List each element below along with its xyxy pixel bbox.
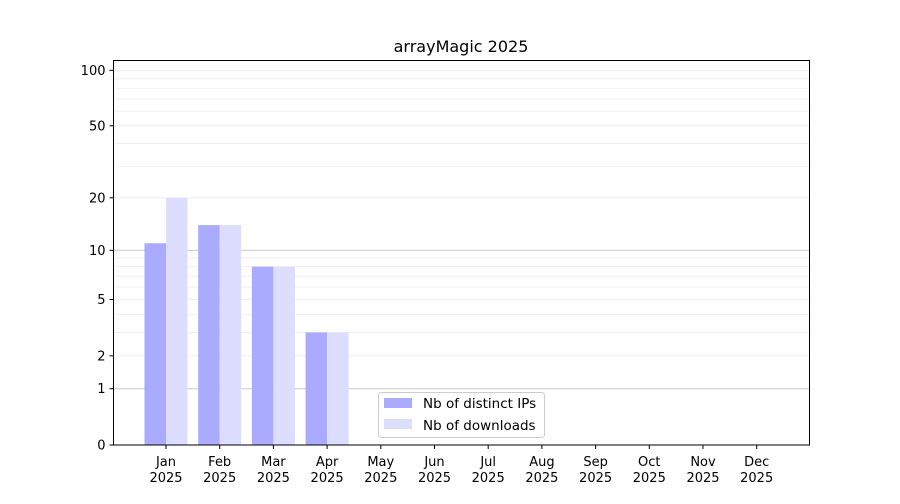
x-tick-label-year: 2025 — [311, 471, 344, 486]
y-tick-label: 100 — [81, 64, 106, 79]
x-tick-label-month: Oct — [638, 455, 660, 470]
x-tick-label-year: 2025 — [579, 471, 612, 486]
y-tick-label: 50 — [89, 119, 106, 134]
bar-distinct-ips — [305, 332, 328, 445]
x-tick-label-month: Nov — [690, 455, 716, 470]
y-tick-label: 0 — [97, 439, 105, 454]
y-tick-label: 20 — [89, 191, 106, 206]
bar-distinct-ips — [144, 243, 166, 445]
bar-distinct-ips — [251, 266, 274, 445]
x-tick-label-year: 2025 — [686, 471, 719, 486]
x-tick-label-month: Sep — [583, 455, 608, 470]
x-tick-label-month: Dec — [744, 455, 769, 470]
legend: Nb of distinct IPs Nb of downloads — [378, 392, 545, 438]
x-tick-label-month: Aug — [529, 455, 554, 470]
x-tick-label-month: May — [367, 455, 394, 470]
x-tick-label-month: Mar — [261, 455, 286, 470]
x-tick-label-month: Jun — [423, 455, 444, 470]
legend-swatch-downloads — [384, 419, 412, 429]
x-tick-label-month: Jul — [479, 455, 496, 470]
x-axis: Jan2025Feb2025Mar2025Apr2025May2025Jun20… — [149, 445, 773, 486]
x-tick-label-year: 2025 — [740, 471, 773, 486]
x-tick-label-month: Apr — [316, 455, 339, 470]
x-tick-label-year: 2025 — [203, 471, 236, 486]
legend-swatch-ips — [384, 398, 412, 408]
chart-title: arrayMagic 2025 — [394, 37, 529, 56]
y-axis: 0 1 2 5 10 20 50 100 — [81, 64, 114, 454]
x-tick-label-year: 2025 — [364, 471, 397, 486]
y-tick-label: 5 — [97, 293, 105, 308]
y-tick-label: 10 — [89, 244, 106, 259]
x-tick-label-month: Jan — [155, 455, 176, 470]
x-tick-label-year: 2025 — [149, 471, 182, 486]
bars — [144, 197, 349, 445]
y-tick-label: 2 — [97, 349, 105, 364]
x-tick-label-month: Feb — [208, 455, 231, 470]
bar-downloads — [327, 332, 349, 445]
bar-downloads — [219, 225, 242, 445]
y-tick-label: 1 — [97, 382, 105, 397]
legend-label-downloads: Nb of downloads — [423, 418, 536, 434]
x-tick-label-year: 2025 — [472, 471, 505, 486]
plot-frame — [113, 60, 810, 446]
x-tick-label-year: 2025 — [257, 471, 290, 486]
legend-label-ips: Nb of distinct IPs — [423, 396, 536, 412]
legend-frame — [378, 392, 545, 438]
x-tick-label-year: 2025 — [633, 471, 666, 486]
x-tick-label-year: 2025 — [525, 471, 558, 486]
bar-downloads — [273, 266, 295, 445]
bar-downloads — [166, 197, 188, 445]
bar-distinct-ips — [198, 225, 220, 445]
x-tick-label-year: 2025 — [418, 471, 451, 486]
